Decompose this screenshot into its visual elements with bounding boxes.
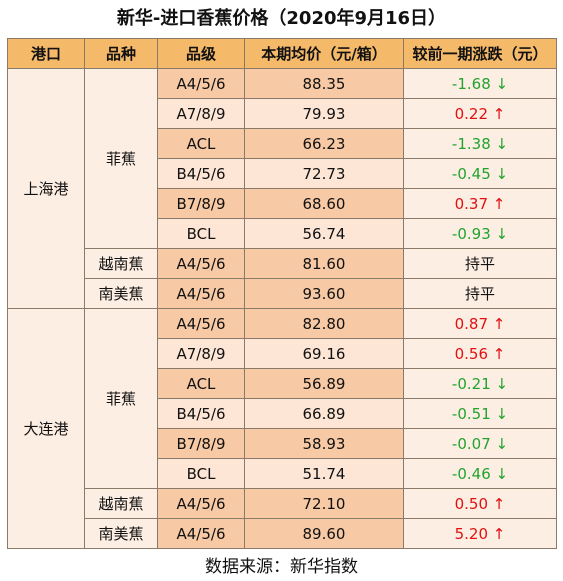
change-cell: 0.50 ↑: [403, 488, 557, 519]
source-note: 数据来源：新华指数: [205, 557, 358, 577]
grade-cell: A7/8/9: [157, 338, 245, 369]
table-header-row: 港口 品种 品级 本期均价（元/箱） 较前一期涨跌（元）: [7, 38, 557, 69]
price-cell: 51.74: [244, 458, 404, 489]
price-cell: 56.74: [244, 218, 404, 249]
header-change: 较前一期涨跌（元）: [403, 38, 557, 69]
table-row: B7/8/9 68.60 0.37 ↑: [8, 188, 557, 219]
price-cell: 66.23: [244, 128, 404, 159]
port-cell: 上海港: [7, 68, 85, 309]
grade-cell: A4/5/6: [157, 68, 245, 99]
header-variety: 品种: [84, 38, 158, 69]
price-cell: 66.89: [244, 398, 404, 429]
change-cell: 5.20 ↑: [403, 518, 557, 549]
table-row: 南美蕉 A4/5/6 93.60 持平: [8, 278, 557, 309]
grade-cell: B7/8/9: [157, 188, 245, 219]
grade-cell: BCL: [157, 458, 245, 489]
table-row: B4/5/6 66.89 -0.51 ↓: [8, 398, 557, 429]
price-cell: 58.93: [244, 428, 404, 459]
change-cell: -0.51 ↓: [403, 398, 557, 429]
change-cell: -0.07 ↓: [403, 428, 557, 459]
change-cell: -0.45 ↓: [403, 158, 557, 189]
grade-cell: A4/5/6: [157, 278, 245, 309]
change-cell: -0.46 ↓: [403, 458, 557, 489]
price-cell: 93.60: [244, 278, 404, 309]
grade-cell: A4/5/6: [157, 308, 245, 339]
price-cell: 72.73: [244, 158, 404, 189]
grade-cell: A4/5/6: [157, 518, 245, 549]
table-row: ACL 66.23 -1.38 ↓: [8, 128, 557, 159]
grade-cell: A4/5/6: [157, 488, 245, 519]
variety-cell: 越南蕉: [84, 248, 158, 279]
price-cell: 56.89: [244, 368, 404, 399]
price-cell: 72.10: [244, 488, 404, 519]
grade-cell: B7/8/9: [157, 428, 245, 459]
variety-cell: 菲蕉: [84, 68, 158, 249]
grade-cell: BCL: [157, 218, 245, 249]
grade-cell: B4/5/6: [157, 158, 245, 189]
price-cell: 68.60: [244, 188, 404, 219]
grade-cell: A7/8/9: [157, 98, 245, 129]
price-cell: 69.16: [244, 338, 404, 369]
variety-cell: 南美蕉: [84, 518, 158, 549]
grade-cell: ACL: [157, 368, 245, 399]
table-row: B4/5/6 72.73 -0.45 ↓: [8, 158, 557, 189]
variety-cell: 南美蕉: [84, 278, 158, 309]
change-cell: 0.37 ↑: [403, 188, 557, 219]
table-row: ACL 56.89 -0.21 ↓: [8, 368, 557, 399]
table-row: 大连港 菲蕉 A4/5/6 82.80 0.87 ↑: [7, 308, 557, 549]
header-grade: 品级: [157, 38, 245, 69]
price-cell: 89.60: [244, 518, 404, 549]
table-row: 越南蕉 A4/5/6 72.10 0.50 ↑: [8, 488, 557, 519]
change-cell: 持平: [403, 248, 557, 279]
price-cell: 81.60: [244, 248, 404, 279]
price-cell: 79.93: [244, 98, 404, 129]
page-title: 新华-进口香蕉价格（2020年9月16日）: [116, 8, 447, 29]
change-cell: -0.93 ↓: [403, 218, 557, 249]
table-row: 上海港 菲蕉 A4/5/6 88.35 -1.68 ↓: [7, 68, 557, 309]
header-port: 港口: [7, 38, 85, 69]
variety-cell: 菲蕉: [84, 308, 158, 489]
table-row: 越南蕉 A4/5/6 81.60 持平: [8, 248, 557, 279]
price-cell: 88.35: [244, 68, 404, 99]
table-row: BCL 56.74 -0.93 ↓: [8, 218, 557, 249]
change-cell: 持平: [403, 278, 557, 309]
price-table: 港口 品种 品级 本期均价（元/箱） 较前一期涨跌（元） 上海港 菲蕉 A4/5/6…: [7, 38, 557, 549]
change-cell: 0.87 ↑: [403, 308, 557, 339]
grade-cell: A4/5/6: [157, 248, 245, 279]
port-cell: 大连港: [7, 308, 85, 549]
change-cell: -1.38 ↓: [403, 128, 557, 159]
table-row: B7/8/9 58.93 -0.07 ↓: [8, 428, 557, 459]
change-cell: -0.21 ↓: [403, 368, 557, 399]
grade-cell: B4/5/6: [157, 398, 245, 429]
change-cell: 0.56 ↑: [403, 338, 557, 369]
header-price: 本期均价（元/箱）: [244, 38, 404, 69]
variety-cell: 越南蕉: [84, 488, 158, 519]
change-cell: 0.22 ↑: [403, 98, 557, 129]
grade-cell: ACL: [157, 128, 245, 159]
change-cell: -1.68 ↓: [403, 68, 557, 99]
table-row: 南美蕉 A4/5/6 89.60 5.20 ↑: [8, 518, 557, 549]
table-row: A7/8/9 79.93 0.22 ↑: [8, 98, 557, 129]
price-cell: 82.80: [244, 308, 404, 339]
table-row: BCL 51.74 -0.46 ↓: [8, 458, 557, 489]
